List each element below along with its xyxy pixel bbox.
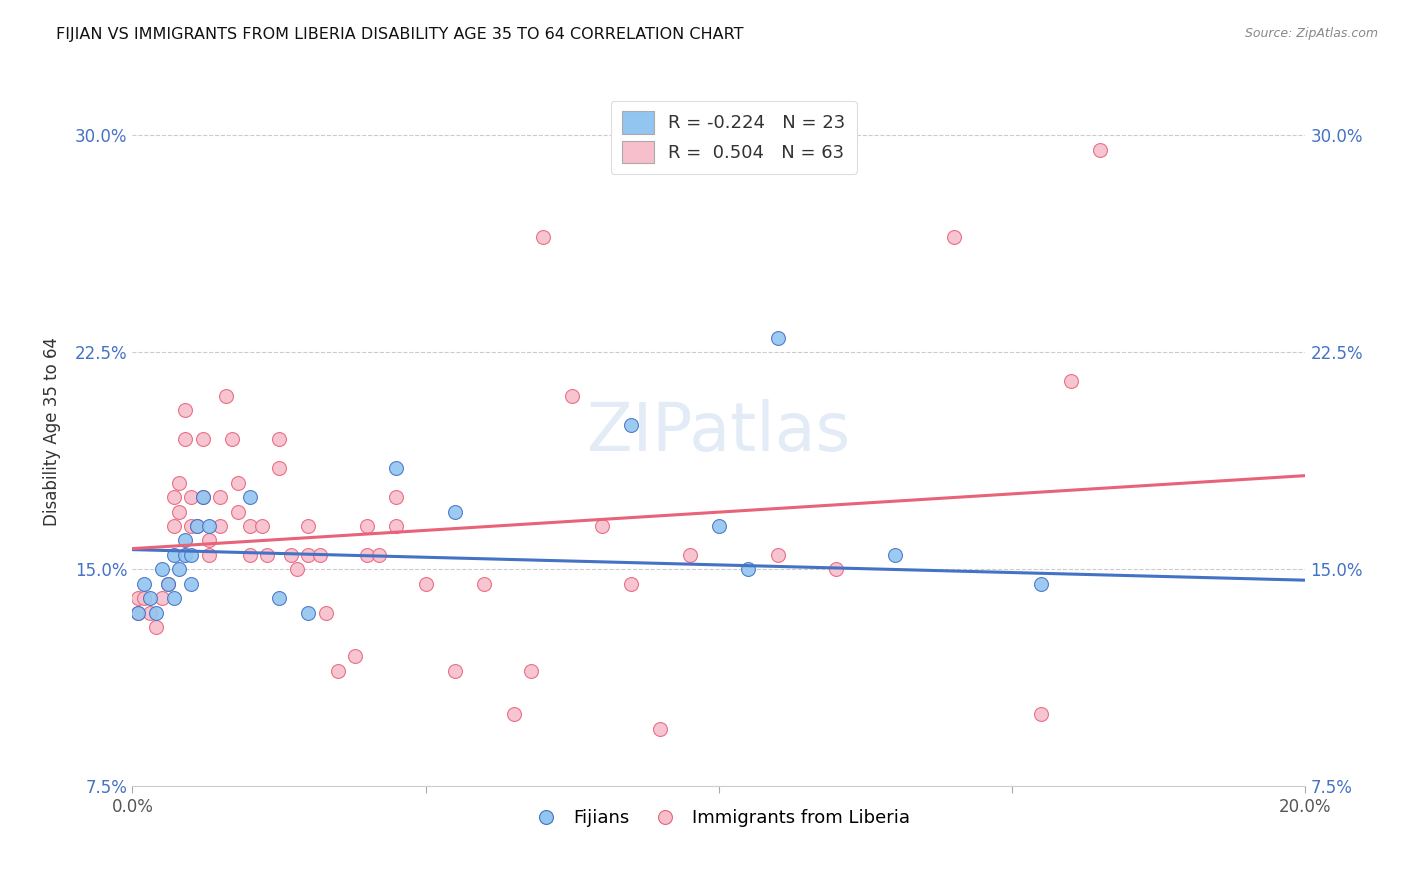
Point: [174, 548, 197, 562]
Point: [226, 475, 249, 490]
Point: [285, 562, 308, 576]
Point: [239, 548, 262, 562]
Point: [1088, 143, 1111, 157]
Point: [737, 562, 759, 576]
Point: [145, 620, 167, 634]
Point: [180, 519, 202, 533]
Point: [297, 548, 319, 562]
Legend: Fijians, Immigrants from Liberia: Fijians, Immigrants from Liberia: [520, 802, 918, 834]
Point: [415, 577, 437, 591]
Point: [221, 432, 243, 446]
Point: [186, 519, 208, 533]
Point: [444, 664, 467, 678]
Point: [356, 519, 378, 533]
Point: [344, 649, 367, 664]
Point: [444, 504, 467, 518]
Point: [174, 533, 197, 548]
Point: [215, 389, 238, 403]
Point: [883, 548, 905, 562]
Point: [269, 591, 291, 606]
Point: [127, 591, 149, 606]
Point: [226, 504, 249, 518]
Point: [162, 591, 184, 606]
Point: [297, 606, 319, 620]
Point: [191, 490, 214, 504]
Point: [209, 519, 232, 533]
Point: [180, 548, 202, 562]
Point: [174, 432, 197, 446]
Point: [250, 519, 273, 533]
Point: [315, 606, 337, 620]
Point: [150, 591, 173, 606]
Point: [280, 548, 302, 562]
Text: Source: ZipAtlas.com: Source: ZipAtlas.com: [1244, 27, 1378, 40]
Point: [209, 490, 232, 504]
Point: [1031, 577, 1053, 591]
Point: [169, 562, 191, 576]
Point: [269, 432, 291, 446]
Point: [134, 577, 156, 591]
Point: [531, 229, 554, 244]
Point: [239, 490, 262, 504]
Point: [591, 519, 613, 533]
Point: [326, 664, 349, 678]
Text: FIJIAN VS IMMIGRANTS FROM LIBERIA DISABILITY AGE 35 TO 64 CORRELATION CHART: FIJIAN VS IMMIGRANTS FROM LIBERIA DISABI…: [56, 27, 744, 42]
Point: [1236, 808, 1258, 822]
Point: [127, 606, 149, 620]
Point: [707, 794, 730, 808]
Point: [472, 577, 495, 591]
Point: [134, 591, 156, 606]
Point: [162, 490, 184, 504]
Point: [150, 562, 173, 576]
Point: [297, 519, 319, 533]
Point: [197, 519, 219, 533]
Point: [191, 490, 214, 504]
Point: [162, 519, 184, 533]
Point: [678, 548, 700, 562]
Point: [561, 389, 583, 403]
Point: [127, 606, 149, 620]
Point: [180, 490, 202, 504]
Point: [139, 606, 162, 620]
Point: [1060, 374, 1083, 388]
Point: [942, 229, 965, 244]
Point: [139, 591, 162, 606]
Point: [156, 577, 179, 591]
Point: [825, 562, 848, 576]
Point: [180, 577, 202, 591]
Point: [620, 417, 643, 432]
Point: [356, 548, 378, 562]
Point: [620, 577, 643, 591]
Point: [145, 606, 167, 620]
Point: [1031, 707, 1053, 722]
Point: [239, 519, 262, 533]
Text: ZIPatlas: ZIPatlas: [588, 399, 851, 465]
Point: [707, 519, 730, 533]
Point: [520, 664, 543, 678]
Y-axis label: Disability Age 35 to 64: Disability Age 35 to 64: [44, 337, 60, 526]
Point: [502, 707, 524, 722]
Point: [269, 461, 291, 475]
Point: [367, 548, 389, 562]
Point: [385, 519, 408, 533]
Point: [186, 519, 208, 533]
Point: [169, 475, 191, 490]
Point: [766, 331, 789, 345]
Point: [174, 403, 197, 417]
Point: [766, 548, 789, 562]
Point: [162, 548, 184, 562]
Point: [197, 533, 219, 548]
Point: [169, 504, 191, 518]
Point: [156, 577, 179, 591]
Point: [650, 722, 672, 736]
Point: [256, 548, 278, 562]
Point: [385, 461, 408, 475]
Point: [191, 432, 214, 446]
Point: [309, 548, 332, 562]
Point: [385, 490, 408, 504]
Point: [197, 548, 219, 562]
